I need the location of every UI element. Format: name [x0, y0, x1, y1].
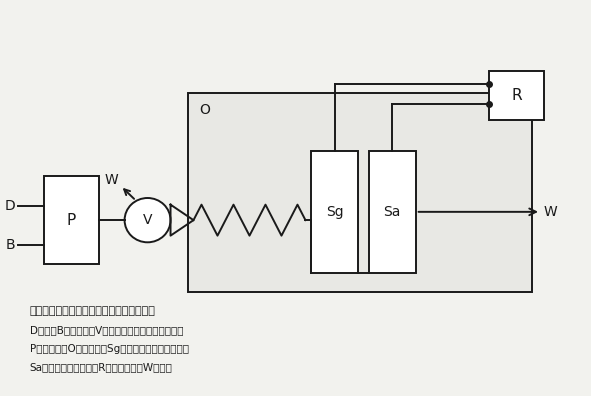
Text: P: P [67, 213, 76, 228]
Text: O: O [199, 103, 210, 117]
Text: D：水、B：緩衝液、V：インジェクションバルブ、: D：水、B：緩衝液、V：インジェクションバルブ、 [30, 326, 183, 335]
Bar [489, 70, 544, 120]
Text: P：ポンプ、O：恒温槽、Sg：グルタミン酸センサ、: P：ポンプ、O：恒温槽、Sg：グルタミン酸センサ、 [30, 344, 189, 354]
Text: Sa: Sa [384, 205, 401, 219]
Circle shape [125, 198, 171, 242]
Text: Sg: Sg [326, 205, 343, 219]
Text: V: V [143, 213, 152, 227]
Text: B: B [6, 238, 15, 252]
Text: W: W [105, 173, 118, 187]
Bar [311, 151, 358, 273]
Bar [188, 93, 532, 292]
Bar [44, 176, 99, 265]
Text: 図２　バイオセンサを用いた計測システム: 図２ バイオセンサを用いた計測システム [30, 306, 155, 316]
Text: R: R [511, 88, 522, 103]
Text: Sa：アミノ酸センサ、R：パソコン、W：廃液: Sa：アミノ酸センサ、R：パソコン、W：廃液 [30, 362, 173, 372]
Bar [369, 151, 415, 273]
Text: D: D [5, 199, 15, 213]
Text: W: W [544, 205, 557, 219]
